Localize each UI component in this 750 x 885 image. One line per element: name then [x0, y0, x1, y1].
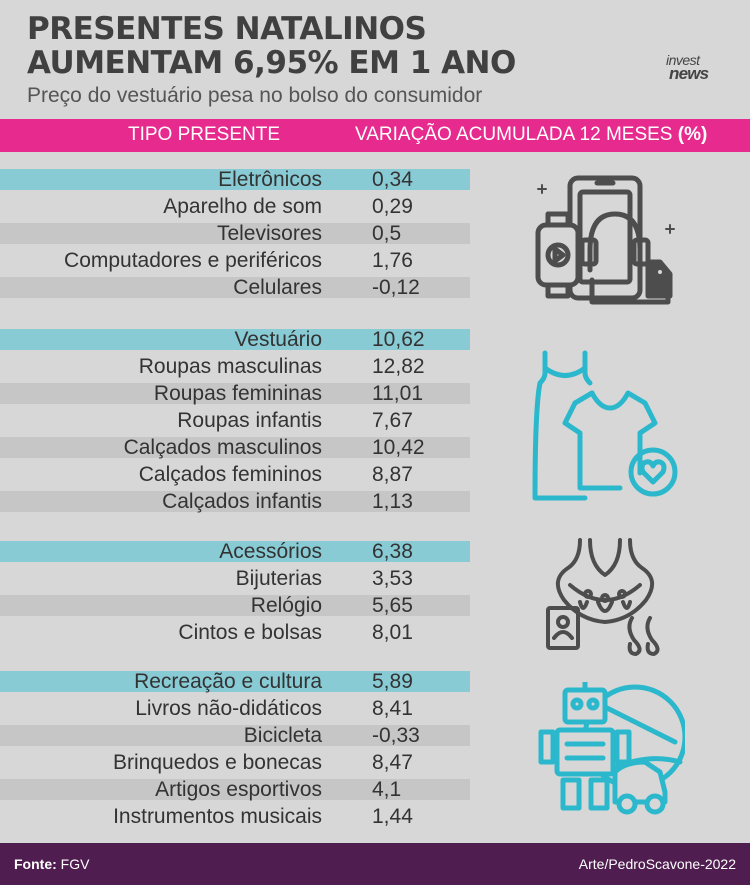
item-name: Calçados masculinos [123, 436, 322, 459]
item-name: Bicicleta [243, 724, 322, 747]
table-row: Televisores 0,5 [0, 222, 470, 245]
item-value: 5,65 [372, 594, 413, 617]
table-row: Bicicleta -0,33 [0, 724, 470, 747]
group-row: Acessórios 6,38 [0, 540, 470, 563]
item-name: Computadores e periféricos [64, 249, 322, 272]
table-row: Calçados infantis 1,13 [0, 490, 470, 513]
table-row: Computadores e periféricos 1,76 [0, 249, 470, 272]
toys-icon [538, 682, 685, 815]
item-name: Celulares [233, 276, 322, 299]
item-value: -0,12 [372, 276, 420, 299]
group-value: 5,89 [372, 670, 413, 693]
item-value: 8,41 [372, 697, 413, 720]
item-value: 10,42 [372, 436, 425, 459]
item-name: Cintos e bolsas [178, 621, 322, 644]
item-name: Aparelho de som [163, 195, 322, 218]
item-value: 1,76 [372, 249, 413, 272]
item-name: Calçados infantis [162, 490, 322, 513]
group-row: Vestuário 10,62 [0, 328, 470, 351]
item-name: Calçados femininos [138, 463, 322, 486]
item-value: 3,53 [372, 567, 413, 590]
table-row: Livros não-didáticos 8,41 [0, 697, 470, 720]
item-name: Roupas masculinas [138, 355, 322, 378]
group-value: 10,62 [372, 328, 425, 351]
column-header-variation: VARIAÇÃO ACUMULADA 12 MESES (%) [355, 124, 707, 146]
column-header-unit: (%) [677, 124, 708, 145]
clothing-icon [532, 350, 678, 501]
column-header-variation-label: VARIAÇÃO ACUMULADA 12 MESES [355, 124, 673, 145]
table-row: Roupas infantis 7,67 [0, 409, 470, 432]
group-name: Eletrônicos [218, 168, 322, 191]
item-value: 1,13 [372, 490, 413, 513]
item-value: 12,82 [372, 355, 425, 378]
title-line-2: AUMENTAM 6,95% EM 1 ANO [27, 45, 516, 81]
item-value: 8,01 [372, 621, 413, 644]
item-value: 0,29 [372, 195, 413, 218]
item-value: 8,47 [372, 751, 413, 774]
table-row: Aparelho de som 0,29 [0, 195, 470, 218]
table-row: Calçados masculinos 10,42 [0, 436, 470, 459]
group-value: 6,38 [372, 540, 413, 563]
group-name: Recreação e cultura [134, 670, 322, 693]
table-row: Artigos esportivos 4,1 [0, 778, 470, 801]
table-header-bar: TIPO PRESENTE VARIAÇÃO ACUMULADA 12 MESE… [0, 119, 750, 152]
logo-text-invest: invest [666, 52, 700, 68]
group-row: Eletrônicos 0,34 [0, 168, 470, 191]
electronics-icon [535, 175, 675, 305]
item-name: Artigos esportivos [155, 778, 322, 801]
investnews-logo: invest news [666, 52, 709, 83]
page-title: PRESENTES NATALINOS AUMENTAM 6,95% EM 1 … [27, 12, 516, 80]
item-name: Brinquedos e bonecas [113, 751, 322, 774]
logo-text-news: news [669, 64, 709, 83]
group-value: 0,34 [372, 168, 413, 191]
table-row: Celulares -0,12 [0, 276, 470, 299]
item-value: 0,5 [372, 222, 402, 245]
table-row: Roupas femininas 11,01 [0, 382, 470, 405]
item-value: 8,87 [372, 463, 413, 486]
footer-bar: Fonte: FGV Arte/PedroScavone-2022 [0, 843, 750, 885]
item-name: Relógio [250, 594, 322, 617]
table-row: Bijuterias 3,53 [0, 567, 470, 590]
item-name: Bijuterias [235, 567, 322, 590]
credit-text: Arte/PedroScavone-2022 [578, 856, 736, 872]
group-row: Recreação e cultura 5,89 [0, 670, 470, 693]
item-name: Livros não-didáticos [135, 697, 322, 720]
table-row: Instrumentos musicais 1,44 [0, 805, 470, 828]
item-value: 1,44 [372, 805, 413, 828]
item-name: Instrumentos musicais [113, 805, 322, 828]
source-label: Fonte: [14, 856, 57, 872]
item-value: 7,67 [372, 409, 413, 432]
item-value: -0,33 [372, 724, 420, 747]
table-row: Calçados femininos 8,87 [0, 463, 470, 486]
group-name: Acessórios [219, 540, 322, 563]
page-subtitle: Preço do vestuário pesa no bolso do cons… [27, 84, 483, 107]
jewelry-icon [546, 538, 660, 656]
table-row: Cintos e bolsas 8,01 [0, 621, 470, 644]
title-line-1: PRESENTES NATALINOS [27, 11, 427, 47]
group-name: Vestuário [234, 328, 322, 351]
table-row: Roupas masculinas 12,82 [0, 355, 470, 378]
item-value: 11,01 [372, 382, 423, 405]
column-header-type: TIPO PRESENTE [128, 124, 281, 145]
source-text: Fonte: FGV [14, 856, 89, 872]
item-name: Roupas femininas [153, 382, 322, 405]
source-value: FGV [60, 856, 90, 872]
item-name: Roupas infantis [177, 409, 322, 432]
item-name: Televisores [216, 222, 322, 245]
table-row: Relógio 5,65 [0, 594, 470, 617]
table-row: Brinquedos e bonecas 8,47 [0, 751, 470, 774]
item-value: 4,1 [372, 778, 402, 801]
